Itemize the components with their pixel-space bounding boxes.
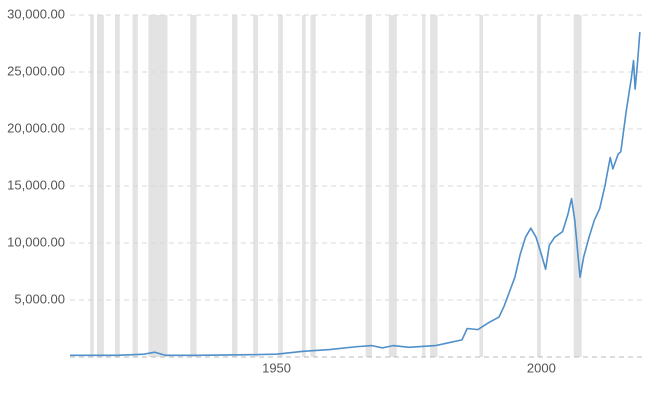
y-tick-label: 5,000.00	[14, 291, 65, 306]
x-tick-label: 1950	[262, 360, 291, 375]
recession-band	[479, 15, 484, 357]
x-tick-label: 2000	[527, 360, 556, 375]
y-tick-label: 15,000.00	[7, 177, 65, 192]
recession-band	[253, 15, 259, 357]
y-tick-label: 30,000.00	[7, 6, 65, 21]
recession-band	[388, 15, 397, 357]
y-tick-label: 10,000.00	[7, 234, 65, 249]
y-tick-label: 25,000.00	[7, 63, 65, 78]
price-line	[70, 32, 641, 357]
recession-band	[190, 15, 197, 357]
recession-band	[148, 15, 168, 357]
y-tick-label: 20,000.00	[7, 120, 65, 135]
recession-band	[301, 15, 306, 357]
